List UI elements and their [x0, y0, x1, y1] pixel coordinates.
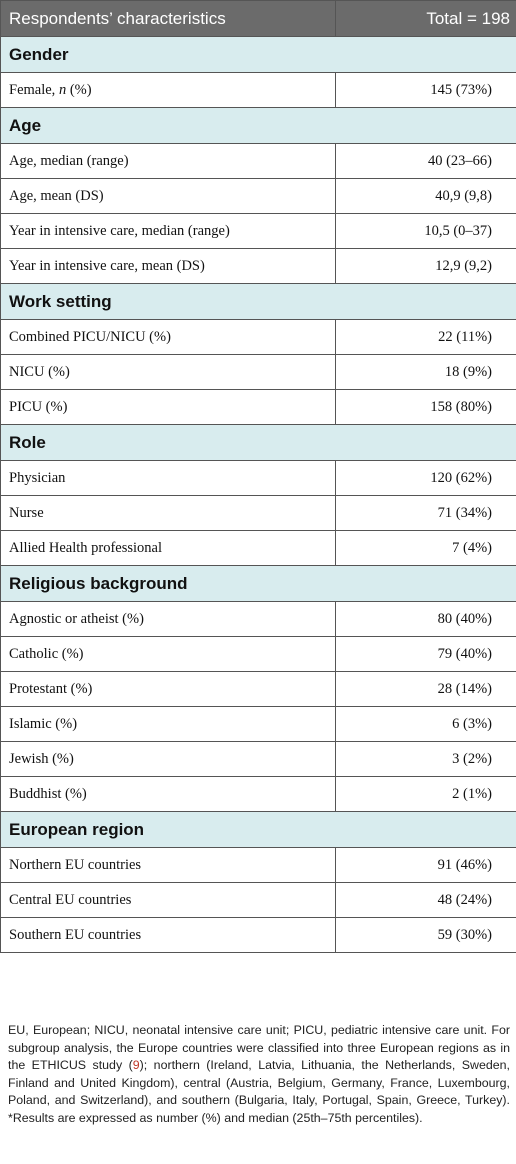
row-label: Year in intensive care, median (range) [0, 213, 336, 249]
table-row: NICU (%) 18 (9%) [0, 354, 516, 390]
row-label: PICU (%) [0, 389, 336, 425]
header-characteristic: Respondents’ characteristics [0, 0, 336, 37]
row-value: 7 (4%) [335, 530, 516, 566]
row-label: Year in intensive care, mean (DS) [0, 248, 336, 284]
header-total: Total = 198 [335, 0, 516, 37]
row-value: 40 (23–66) [335, 143, 516, 179]
table-row: Buddhist (%) 2 (1%) [0, 776, 516, 812]
row-value: 79 (40%) [335, 636, 516, 672]
footnote-text: EU, European; NICU, neonatal intensive c… [8, 1023, 510, 1073]
footnote-text: ); northern (Ireland, Latvia, Lithuania,… [8, 1058, 511, 1125]
row-value: 10,5 (0–37) [335, 213, 516, 249]
row-value: 3 (2%) [335, 741, 516, 777]
reference-link[interactable]: 9 [132, 1058, 140, 1073]
row-label: Central EU countries [0, 882, 336, 918]
row-label: Age, median (range) [0, 143, 336, 179]
table-header-row: Respondents’ characteristics Total = 198 [0, 0, 516, 37]
row-value: 18 (9%) [335, 354, 516, 390]
section-title: Age [0, 107, 516, 144]
row-value: 158 (80%) [335, 389, 516, 425]
table-row: Northern EU countries 91 (46%) [0, 847, 516, 883]
section-header-role: Role [0, 424, 516, 461]
row-label: Female, n (%) [0, 72, 336, 108]
table-row: Year in intensive care, median (range) 1… [0, 213, 516, 249]
row-value: 59 (30%) [335, 917, 516, 953]
section-title: Gender [0, 36, 516, 73]
table-row: Age, median (range) 40 (23–66) [0, 143, 516, 179]
row-label: Southern EU countries [0, 917, 336, 953]
section-header-religious-background: Religious background [0, 565, 516, 602]
table-row: Southern EU countries 59 (30%) [0, 917, 516, 953]
table-row: Agnostic or atheist (%) 80 (40%) [0, 601, 516, 637]
row-value: 91 (46%) [335, 847, 516, 883]
characteristics-table: Respondents’ characteristics Total = 198… [0, 0, 516, 953]
section-header-work-setting: Work setting [0, 283, 516, 320]
row-label: Protestant (%) [0, 671, 336, 707]
table-row: Age, mean (DS) 40,9 (9,8) [0, 178, 516, 214]
row-value: 28 (14%) [335, 671, 516, 707]
row-value: 145 (73%) [335, 72, 516, 108]
section-title: Religious background [0, 565, 516, 602]
table-row: Physician 120 (62%) [0, 460, 516, 496]
row-value: 48 (24%) [335, 882, 516, 918]
table-row: Central EU countries 48 (24%) [0, 882, 516, 918]
row-value: 12,9 (9,2) [335, 248, 516, 284]
row-value: 80 (40%) [335, 601, 516, 637]
table-footnote: EU, European; NICU, neonatal intensive c… [8, 1022, 510, 1128]
table-row: Year in intensive care, mean (DS) 12,9 (… [0, 248, 516, 284]
section-header-age: Age [0, 107, 516, 144]
row-label: Buddhist (%) [0, 776, 336, 812]
row-value: 120 (62%) [335, 460, 516, 496]
row-value: 71 (34%) [335, 495, 516, 531]
table-row: Female, n (%) 145 (73%) [0, 72, 516, 108]
row-label: Jewish (%) [0, 741, 336, 777]
table-row: Allied Health professional 7 (4%) [0, 530, 516, 566]
row-label: Physician [0, 460, 336, 496]
row-label: Allied Health professional [0, 530, 336, 566]
table-row: Catholic (%) 79 (40%) [0, 636, 516, 672]
section-title: Work setting [0, 283, 516, 320]
table-row: PICU (%) 158 (80%) [0, 389, 516, 425]
section-title: Role [0, 424, 516, 461]
row-label: NICU (%) [0, 354, 336, 390]
table-row: Nurse 71 (34%) [0, 495, 516, 531]
row-label: Northern EU countries [0, 847, 336, 883]
table-row: Protestant (%) 28 (14%) [0, 671, 516, 707]
section-header-gender: Gender [0, 36, 516, 73]
row-value: 40,9 (9,8) [335, 178, 516, 214]
table-row: Combined PICU/NICU (%) 22 (11%) [0, 319, 516, 355]
section-title: European region [0, 811, 516, 848]
row-value: 6 (3%) [335, 706, 516, 742]
row-value: 22 (11%) [335, 319, 516, 355]
row-label: Islamic (%) [0, 706, 336, 742]
row-label: Combined PICU/NICU (%) [0, 319, 336, 355]
row-label: Agnostic or atheist (%) [0, 601, 336, 637]
table-row: Jewish (%) 3 (2%) [0, 741, 516, 777]
row-value: 2 (1%) [335, 776, 516, 812]
table-row: Islamic (%) 6 (3%) [0, 706, 516, 742]
row-label: Catholic (%) [0, 636, 336, 672]
section-header-european-region: European region [0, 811, 516, 848]
row-label: Age, mean (DS) [0, 178, 336, 214]
row-label: Nurse [0, 495, 336, 531]
